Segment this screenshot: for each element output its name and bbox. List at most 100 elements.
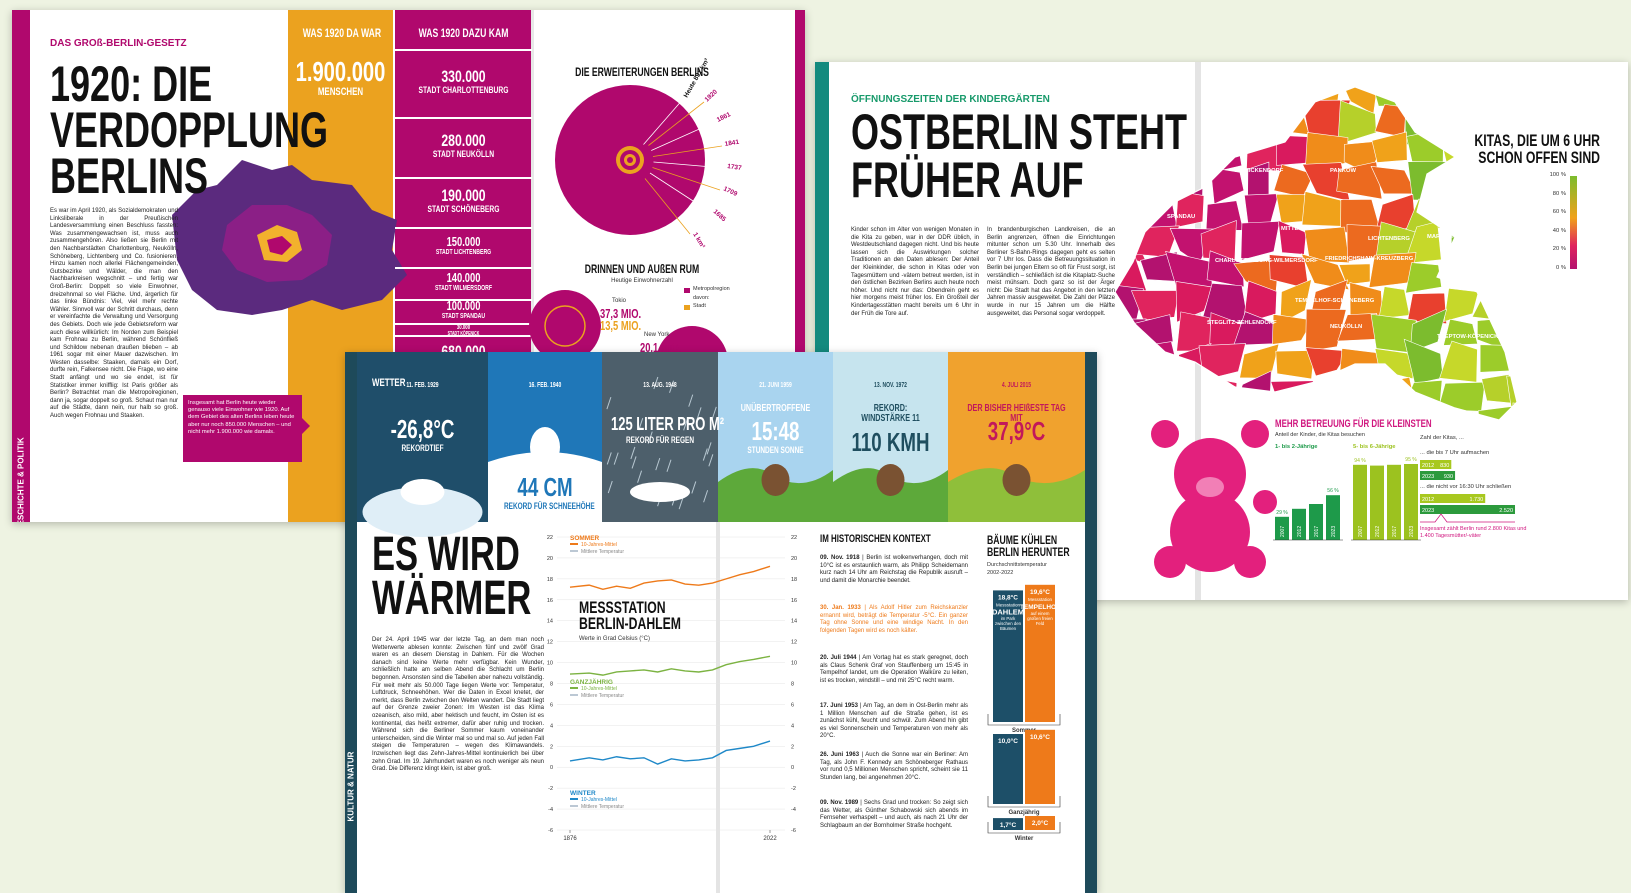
ice (362, 487, 483, 537)
y-tick-label: 4 (791, 723, 794, 729)
map-cell (1471, 284, 1515, 322)
map-cell (1478, 405, 1517, 420)
temperature-bar (1025, 584, 1055, 722)
map-cell (1371, 131, 1408, 163)
series-name: SOMMER (570, 535, 600, 542)
district-name: STADT LICHTENBERG (435, 247, 492, 256)
rain (613, 452, 619, 465)
map-cell (1115, 398, 1146, 420)
map-cell (1115, 165, 1145, 204)
map-border (1114, 86, 1518, 421)
x-tick-label: 2022 (763, 836, 777, 842)
station-name: TEMPELHOF (1020, 604, 1060, 611)
polar-bear (630, 482, 690, 502)
map-cell (1448, 87, 1478, 111)
legend-label: 10-Jahres-Mittel (581, 797, 617, 803)
legend-label: Stadt (693, 303, 706, 309)
bar-year: 2007 (1358, 526, 1364, 537)
district-label: TREPTOW-KÖPENICK (1437, 333, 1499, 340)
bar-year: 2023 (1422, 474, 1434, 480)
rain (683, 418, 689, 431)
city-circle (544, 305, 586, 347)
bar-label: 10,0°C (998, 737, 1018, 745)
entry-date: 26. Juni 1963 (820, 752, 860, 758)
bar-label: 1.730 (1469, 497, 1483, 503)
district-population: 150.000 (446, 234, 481, 250)
district-name: STADT SCHÖNEBERG (427, 203, 500, 214)
temperature-bar (1025, 816, 1055, 830)
map-cell (1405, 262, 1442, 294)
temperature-bar (993, 590, 1023, 722)
teddy (1234, 546, 1266, 578)
panel-date: 21. JUNI 1959 (759, 382, 792, 389)
leader-line (649, 172, 711, 213)
chart-subtitle: Werte in Grad Celsius (°C) (579, 636, 650, 642)
y-tick-label: 22 (547, 535, 553, 541)
map-cell (1511, 192, 1517, 222)
bar-label: 18,8°C (998, 593, 1018, 601)
bar-label: 95 % (1405, 457, 1417, 463)
rain (711, 406, 717, 420)
section-label: KULTUR & NATUR (346, 751, 356, 822)
district-population: 30.000 (456, 325, 471, 331)
map-cell (1450, 225, 1488, 260)
legend-swatch (684, 288, 690, 293)
y-tick-label: 6 (550, 702, 553, 708)
teddy-snout (1196, 477, 1224, 497)
teddy (1170, 492, 1250, 572)
map-cell (1115, 343, 1135, 383)
station-desc: auf einem großen freien Feld (1027, 610, 1053, 626)
expansion-label: 1841 (724, 139, 740, 148)
district-label: TEMPELHOF-SCHÖNEBERG (1295, 297, 1375, 304)
legend-label: 80 % (1552, 190, 1566, 197)
leader-line (644, 178, 691, 235)
y-tick-label: 16 (547, 598, 553, 604)
y-tick-label: 14 (791, 619, 797, 625)
bar (1370, 465, 1384, 540)
bar-year: 2012 (1422, 497, 1434, 503)
rain (607, 480, 613, 494)
bar (1387, 464, 1401, 540)
legend-label: Mittlere Temperatur (581, 693, 624, 699)
district-label: SPANDAU (1167, 214, 1195, 220)
map-cell (1474, 87, 1515, 115)
district-label: MARZAHN-HELLERSDORF (1427, 234, 1502, 240)
panel-heading: WETTER (372, 377, 406, 389)
district-name: STADT WILMERSDORF (434, 283, 493, 292)
station-name: DAHLEM (992, 607, 1024, 616)
rain (638, 418, 644, 431)
bar-year: 2023 (1422, 508, 1434, 514)
district-name: STADT KÖPENICK (447, 331, 480, 338)
section-title: MEHR BETREUUNG FÜR DIE KLEINSTEN (1275, 418, 1432, 430)
panel-value: 125 LITER PRO M² (611, 414, 725, 434)
map-cell (1272, 313, 1314, 345)
map-cell (1202, 375, 1238, 409)
headline: VERDOPPLUNG (50, 102, 329, 158)
bar-label: 19,6°C (1030, 588, 1050, 596)
rain (696, 407, 702, 420)
map-cell (1505, 287, 1517, 324)
group-label: Winter (1015, 836, 1034, 842)
panel-date: 16. FEB. 1940 (528, 382, 562, 389)
map-cell (1374, 104, 1407, 138)
y-tick-label: 12 (791, 640, 797, 646)
graphics: REINICKENDORF PANKOW SPANDAU MITTE CHARLOTTE… (815, 62, 1577, 600)
body-text: Es war im April 1920, als Sozialdemokrat… (50, 208, 178, 420)
chart-subtitle: Heutige Einwohnerzahl (611, 278, 673, 284)
context-entry: 17. Juni 1953 | Am Tag, an dem in Ost-Be… (820, 703, 969, 740)
metro-value: 20,1 MIO. (640, 340, 682, 355)
map-cell (1305, 308, 1347, 352)
bar-year: 2012 (1375, 526, 1381, 537)
bar-year: 2023 (1331, 526, 1337, 537)
panel-value: -26,8°C (390, 414, 455, 444)
metro-value: 37,3 MIO. (600, 306, 642, 321)
fold (531, 10, 534, 522)
marmot (1002, 464, 1031, 496)
body-text: In brandenburgischen Landkreisen, die an… (987, 227, 1115, 317)
city-name: New York (644, 332, 670, 338)
y-tick-label: 22 (791, 535, 797, 541)
bar (1420, 460, 1452, 469)
leader-line (651, 121, 716, 151)
district-label: REINICKENDORF (1235, 168, 1284, 174)
map-cell (1115, 194, 1147, 231)
